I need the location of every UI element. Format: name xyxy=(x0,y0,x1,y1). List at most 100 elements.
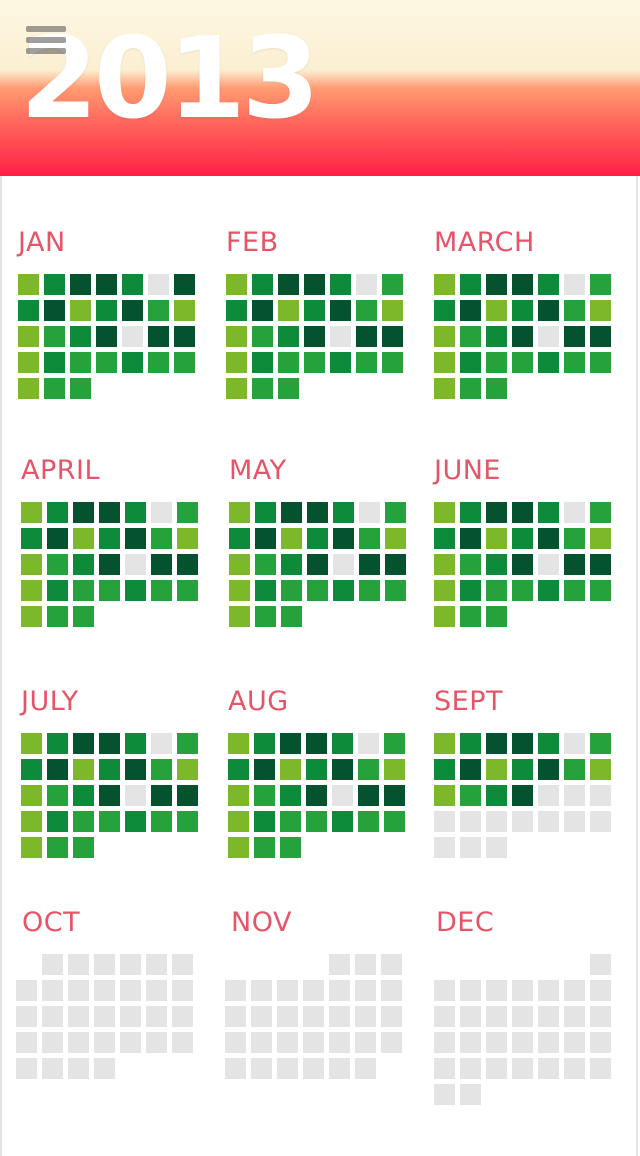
day-cell[interactable] xyxy=(486,300,507,321)
day-cell[interactable] xyxy=(99,811,120,832)
day-cell[interactable] xyxy=(486,1006,507,1027)
day-cell[interactable] xyxy=(47,502,68,523)
day-cell[interactable] xyxy=(96,300,117,321)
day-cell[interactable] xyxy=(44,300,65,321)
day-cell[interactable] xyxy=(94,980,115,1001)
day-cell[interactable] xyxy=(277,1006,298,1027)
day-cell[interactable] xyxy=(512,528,533,549)
day-cell[interactable] xyxy=(330,326,351,347)
day-cell[interactable] xyxy=(278,326,299,347)
day-cell[interactable] xyxy=(359,502,380,523)
day-cell[interactable] xyxy=(73,733,94,754)
day-cell[interactable] xyxy=(434,980,455,1001)
day-cell[interactable] xyxy=(512,274,533,295)
day-cell[interactable] xyxy=(120,1032,141,1053)
day-cell[interactable] xyxy=(47,580,68,601)
day-cell[interactable] xyxy=(229,580,250,601)
day-cell[interactable] xyxy=(538,759,559,780)
day-cell[interactable] xyxy=(177,528,198,549)
day-cell[interactable] xyxy=(99,528,120,549)
day-cell[interactable] xyxy=(329,1032,350,1053)
day-cell[interactable] xyxy=(590,326,611,347)
day-cell[interactable] xyxy=(434,837,455,858)
day-cell[interactable] xyxy=(18,378,39,399)
day-cell[interactable] xyxy=(460,980,481,1001)
day-cell[interactable] xyxy=(329,954,350,975)
day-cell[interactable] xyxy=(94,1032,115,1053)
day-cell[interactable] xyxy=(21,528,42,549)
day-cell[interactable] xyxy=(254,837,275,858)
day-cell[interactable] xyxy=(151,811,172,832)
day-cell[interactable] xyxy=(333,502,354,523)
day-cell[interactable] xyxy=(385,528,406,549)
day-cell[interactable] xyxy=(125,502,146,523)
day-cell[interactable] xyxy=(512,733,533,754)
day-cell[interactable] xyxy=(538,1058,559,1079)
day-cell[interactable] xyxy=(16,1058,37,1079)
day-cell[interactable] xyxy=(590,954,611,975)
day-cell[interactable] xyxy=(434,1006,455,1027)
day-cell[interactable] xyxy=(174,352,195,373)
day-cell[interactable] xyxy=(255,554,276,575)
day-cell[interactable] xyxy=(434,352,455,373)
day-cell[interactable] xyxy=(277,980,298,1001)
day-cell[interactable] xyxy=(47,733,68,754)
day-cell[interactable] xyxy=(460,785,481,806)
day-cell[interactable] xyxy=(47,785,68,806)
day-cell[interactable] xyxy=(251,1032,272,1053)
day-cell[interactable] xyxy=(460,554,481,575)
day-cell[interactable] xyxy=(564,528,585,549)
day-cell[interactable] xyxy=(94,1058,115,1079)
day-cell[interactable] xyxy=(229,502,250,523)
day-cell[interactable] xyxy=(99,759,120,780)
day-cell[interactable] xyxy=(254,811,275,832)
day-cell[interactable] xyxy=(306,759,327,780)
day-cell[interactable] xyxy=(434,326,455,347)
day-cell[interactable] xyxy=(538,1006,559,1027)
day-cell[interactable] xyxy=(486,785,507,806)
day-cell[interactable] xyxy=(281,554,302,575)
day-cell[interactable] xyxy=(252,326,273,347)
day-cell[interactable] xyxy=(434,528,455,549)
day-cell[interactable] xyxy=(280,837,301,858)
day-cell[interactable] xyxy=(512,580,533,601)
day-cell[interactable] xyxy=(486,502,507,523)
day-cell[interactable] xyxy=(564,785,585,806)
day-cell[interactable] xyxy=(122,300,143,321)
day-cell[interactable] xyxy=(434,733,455,754)
day-cell[interactable] xyxy=(251,1006,272,1027)
day-cell[interactable] xyxy=(73,606,94,627)
day-cell[interactable] xyxy=(356,300,377,321)
day-cell[interactable] xyxy=(177,759,198,780)
day-cell[interactable] xyxy=(21,502,42,523)
day-cell[interactable] xyxy=(564,1032,585,1053)
day-cell[interactable] xyxy=(68,980,89,1001)
day-cell[interactable] xyxy=(251,1058,272,1079)
day-cell[interactable] xyxy=(44,274,65,295)
day-cell[interactable] xyxy=(70,352,91,373)
day-cell[interactable] xyxy=(333,554,354,575)
day-cell[interactable] xyxy=(96,274,117,295)
day-cell[interactable] xyxy=(512,352,533,373)
day-cell[interactable] xyxy=(434,554,455,575)
day-cell[interactable] xyxy=(125,528,146,549)
day-cell[interactable] xyxy=(434,1032,455,1053)
day-cell[interactable] xyxy=(73,759,94,780)
day-cell[interactable] xyxy=(434,300,455,321)
day-cell[interactable] xyxy=(73,554,94,575)
day-cell[interactable] xyxy=(151,528,172,549)
day-cell[interactable] xyxy=(590,733,611,754)
day-cell[interactable] xyxy=(330,352,351,373)
day-cell[interactable] xyxy=(281,606,302,627)
day-cell[interactable] xyxy=(564,733,585,754)
day-cell[interactable] xyxy=(96,326,117,347)
day-cell[interactable] xyxy=(68,1058,89,1079)
day-cell[interactable] xyxy=(460,326,481,347)
day-cell[interactable] xyxy=(564,759,585,780)
day-cell[interactable] xyxy=(226,352,247,373)
day-cell[interactable] xyxy=(280,785,301,806)
day-cell[interactable] xyxy=(303,1032,324,1053)
day-cell[interactable] xyxy=(486,528,507,549)
day-cell[interactable] xyxy=(254,785,275,806)
day-cell[interactable] xyxy=(122,326,143,347)
